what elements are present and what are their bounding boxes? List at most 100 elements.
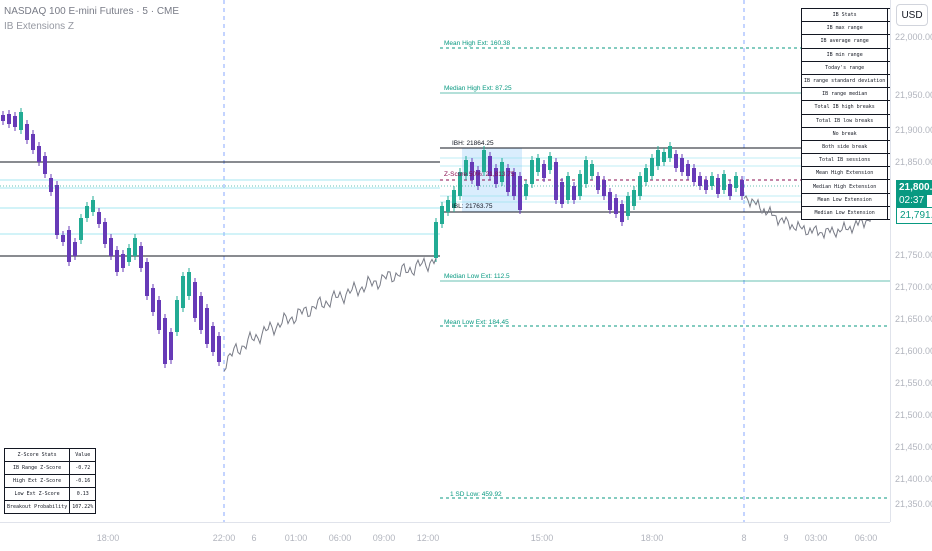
z-stats-row: High Ext Z-Score -0.16 <box>3 474 97 488</box>
candle-body <box>662 152 666 162</box>
candle-body <box>566 176 570 200</box>
time-tick-label: 9 <box>783 533 789 543</box>
z-stats-header-row: Z-Score Stats Value <box>3 448 97 462</box>
time-tick-label: 22:00 <box>212 533 236 543</box>
z-score-stats-table: Z-Score Stats Value IB Range Z-Score -0.72 H… <box>3 448 97 514</box>
ib-stats-label-cell: IB Stats <box>800 7 889 23</box>
candle-body <box>548 156 552 170</box>
candle-body <box>482 150 486 172</box>
sd-low-label: 1 SD Low: 459.92 <box>450 491 502 498</box>
candle-body <box>644 168 648 182</box>
median-high-ext-label: Median High Ext: 87.25 <box>444 85 512 92</box>
ib-stats-label-cell: Mean High Extension <box>800 166 889 181</box>
candle-body <box>596 176 600 190</box>
ib-stats-row: Total IB low breaks16 <box>800 113 890 128</box>
ib-stats-label-cell: Mean Low Extension <box>800 192 889 207</box>
candle-body <box>199 296 203 330</box>
time-tick-label: 03:00 <box>804 533 828 543</box>
candle-body <box>440 206 444 224</box>
price-axis[interactable]: 22,000.00 21,950.00 21,900.00 21,850.00 21,7… <box>890 0 932 522</box>
candle-body <box>157 300 161 330</box>
currency-button[interactable]: USD <box>896 4 928 26</box>
time-tick-label: 15:00 <box>530 533 554 543</box>
candle-body <box>560 182 564 204</box>
ib-stats-value-cell: 189.34 <box>887 73 890 89</box>
candle-body <box>656 150 660 166</box>
candle-body <box>446 200 450 212</box>
candle-body <box>704 180 708 190</box>
ib-stats-label-cell: Total IB sessions <box>800 153 889 168</box>
chart-area[interactable]: NASDAQ 100 E-mini Futures · 5 · CME IB E… <box>0 0 890 522</box>
median-low-ext-label: Median Low Ext: 112.5 <box>444 273 510 280</box>
candle-body <box>109 238 113 256</box>
candle-body <box>608 192 612 210</box>
ib-stats-label-cell: IB range median <box>800 87 889 102</box>
ib-stats-row: Median Low Extension112.5 <box>800 205 890 221</box>
z-stats-value-cell: 107.22% <box>69 500 97 514</box>
ibl-label: IBL: 21763.75 <box>452 203 493 210</box>
candle-body <box>602 180 606 196</box>
candle-body <box>49 178 53 192</box>
ib-stats-value-cell: 112.5 <box>887 205 890 221</box>
overnight-price-line <box>223 256 437 372</box>
candle-body <box>61 235 65 242</box>
candle-body <box>686 164 690 176</box>
price-tick-label: 21,650.00 <box>895 314 932 324</box>
candle-body <box>205 308 209 344</box>
candle-body <box>163 318 167 364</box>
candle-body <box>187 272 191 296</box>
candle-body <box>740 180 744 196</box>
candle-body <box>19 112 23 130</box>
candle-body <box>55 185 59 235</box>
candle-body <box>620 204 624 222</box>
candle-body <box>530 160 534 184</box>
candle-body <box>73 242 77 256</box>
z-stats-value-cell: 0.13 <box>69 487 97 501</box>
time-tick-label: 01:00 <box>284 533 308 543</box>
ib-stats-row: Median High Extension87.25 <box>800 179 890 194</box>
price-tick-label: 21,900.00 <box>895 125 932 135</box>
candle-body <box>692 168 696 182</box>
z-stats-value-cell: Value <box>69 448 97 462</box>
ib-stats-label-cell: IB max range <box>800 21 889 36</box>
ib-stats-row: Both side break42 <box>800 139 890 155</box>
indicator-name[interactable]: IB Extensions Z <box>4 21 75 32</box>
price-chart[interactable] <box>0 0 890 522</box>
candle-body <box>626 196 630 216</box>
candle-body <box>584 160 588 184</box>
candle-body <box>458 172 462 196</box>
ib-price-badge: 21,791.25 <box>896 207 932 224</box>
time-tick-label: 8 <box>741 533 747 543</box>
time-tick-label: 18:00 <box>640 533 664 543</box>
candle-body <box>31 134 35 150</box>
candle-body <box>512 172 516 196</box>
ib-stats-label-cell: IB average range <box>800 34 889 49</box>
candle-body <box>680 158 684 172</box>
ib-stats-row: IB average range228.1924 <box>800 34 890 49</box>
ib-stats-row: IB max range1648 <box>800 21 890 36</box>
price-tick-label: 21,550.00 <box>895 378 932 388</box>
ib-stats-row: Mean High Extension160.3801 <box>800 166 890 181</box>
candle-body <box>554 162 558 200</box>
candle-body <box>578 174 582 196</box>
candle-body <box>103 222 107 244</box>
z-stats-label-cell: Breakout Probability <box>3 500 71 514</box>
candle-body <box>67 230 71 262</box>
candle-body <box>13 116 17 127</box>
late-price-line <box>743 195 889 240</box>
candle-body <box>674 154 678 168</box>
ibh-label: IBH: 21864.25 <box>452 140 494 147</box>
price-tick-label: 21,450.00 <box>895 442 932 452</box>
time-axis[interactable]: 18:00 22:00 6 01:00 06:00 09:00 12:00 15:00 18:0… <box>0 522 890 551</box>
candle-body <box>572 186 576 200</box>
ib-stats-value-cell: 103.5 <box>887 60 890 75</box>
z-stats-label-cell: Low Ext Z-Score <box>3 487 71 501</box>
z-stats-row: Low Ext Z-Score 0.13 <box>3 487 97 501</box>
candle-body <box>452 190 456 208</box>
ib-stats-label-cell: IB min range <box>800 47 889 62</box>
ib-stats-label-cell: Median High Extension <box>800 179 889 194</box>
price-tick-label: 21,600.00 <box>895 346 932 356</box>
z-stats-value-cell: -0.72 <box>69 461 97 475</box>
